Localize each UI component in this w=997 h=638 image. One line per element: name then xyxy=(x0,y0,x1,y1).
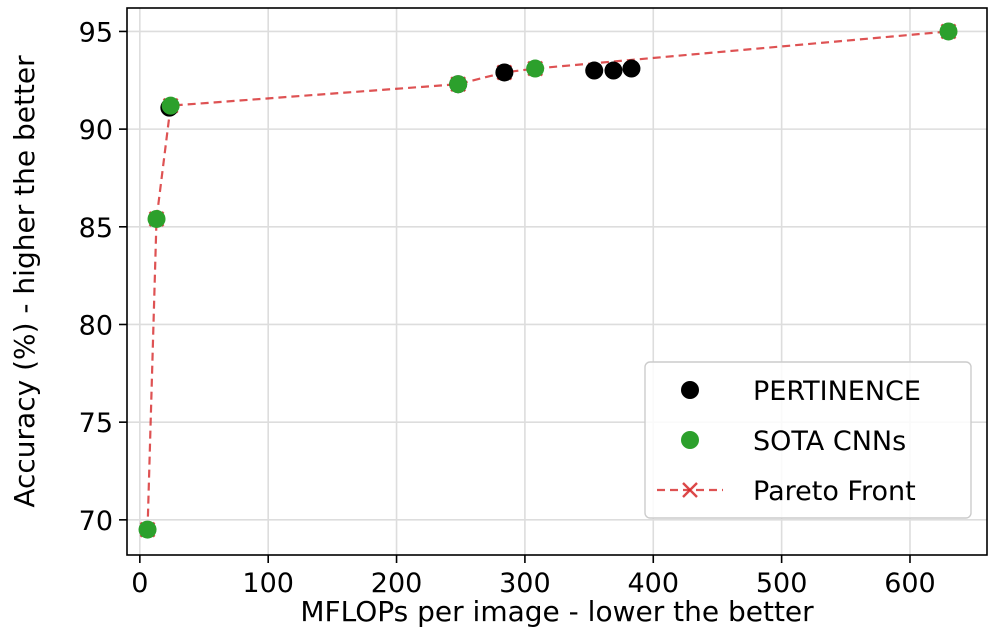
y-tick-label: 85 xyxy=(79,213,113,244)
pertinence-point xyxy=(622,59,641,78)
legend-pareto-front-marker xyxy=(682,482,698,498)
pertinence-point xyxy=(604,61,623,80)
legend-pertinence-label: PERTINENCE xyxy=(753,376,921,407)
x-tick-label: 100 xyxy=(242,568,294,599)
legend-pertinence-marker xyxy=(681,381,699,399)
legend-sota-cnns-label: SOTA CNNs xyxy=(753,426,906,457)
y-tick-label: 70 xyxy=(79,506,113,537)
x-axis-label: MFLOPs per image - lower the better xyxy=(300,595,814,628)
x-tick-label: 500 xyxy=(756,568,808,599)
sota-cnns-point xyxy=(939,22,958,41)
sota-cnns-point xyxy=(138,520,157,539)
legend-pareto-front-label: Pareto Front xyxy=(753,476,916,507)
axis-ticks: 0 100 200 300 400 500 600 70 75 80 85 90 95 xyxy=(79,17,936,599)
scatter-points xyxy=(138,22,958,539)
y-tick-label: 75 xyxy=(79,408,113,439)
y-axis-label: Accuracy (%) - higher the better xyxy=(8,55,41,508)
plot-frame xyxy=(126,7,988,556)
x-tick-label: 300 xyxy=(499,568,551,599)
x-tick-label: 0 xyxy=(131,568,148,599)
grid xyxy=(127,8,987,555)
y-tick-label: 95 xyxy=(79,17,113,48)
pertinence-point xyxy=(585,61,604,80)
sota-cnns-point xyxy=(526,59,545,78)
legend-box xyxy=(644,361,972,519)
y-tick-label: 80 xyxy=(79,310,113,341)
sota-cnns-point xyxy=(161,96,180,115)
x-tick-label: 600 xyxy=(884,568,936,599)
sota-cnns-point xyxy=(147,209,166,228)
legend-sota-cnns-marker xyxy=(681,431,699,449)
sota-cnns-point xyxy=(449,75,468,94)
legend: PERTINENCE SOTA CNNs Pareto Front xyxy=(644,361,972,519)
y-tick-label: 90 xyxy=(79,115,113,146)
x-tick-label: 400 xyxy=(627,568,679,599)
x-tick-label: 200 xyxy=(371,568,423,599)
pertinence-point xyxy=(495,63,514,82)
